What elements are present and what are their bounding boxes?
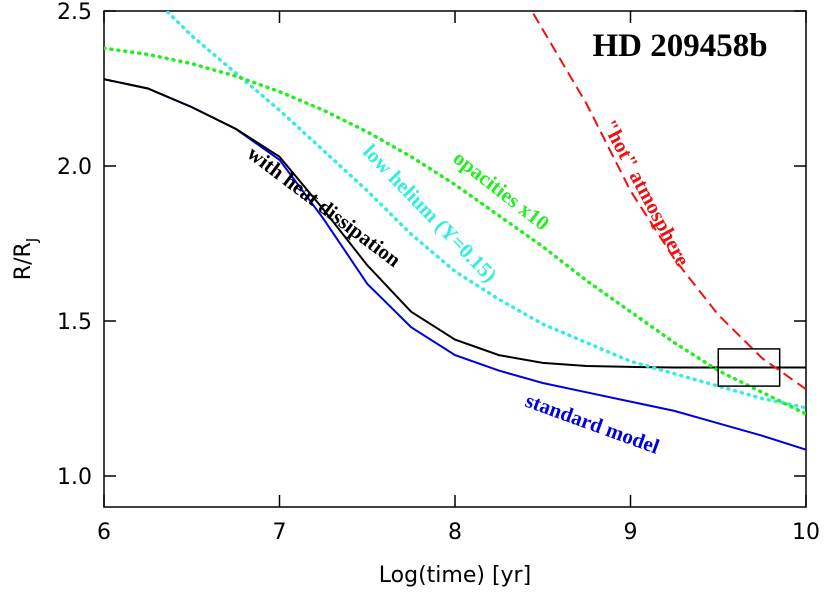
observation-box	[717, 348, 781, 387]
chart-title: HD 209458b	[592, 28, 767, 64]
series-line	[104, 46, 806, 416]
y-label-subscript: J	[23, 238, 41, 243]
series-line	[104, 78, 806, 369]
x-axis-label: Log(time) [yr]	[379, 563, 531, 588]
x-tick-label: 8	[448, 520, 462, 545]
series-line	[530, 11, 806, 391]
series-annotation: "hot" atmosphere	[597, 115, 694, 270]
y-tick-label: 1.0	[57, 465, 92, 490]
series-line	[164, 11, 806, 410]
plot-area	[104, 11, 806, 451]
x-tick-label: 10	[792, 520, 820, 545]
y-tick-label: 2.5	[57, 0, 92, 25]
y-tick-label: 1.5	[57, 310, 92, 335]
series-line	[104, 78, 806, 451]
x-tick-label: 9	[624, 520, 638, 545]
x-tick-label: 6	[97, 520, 111, 545]
plot-frame	[103, 10, 807, 508]
y-axis-label: R/RJ	[11, 238, 41, 280]
series-annotation: standard model	[522, 388, 662, 459]
y-label-main: R/R	[11, 242, 36, 280]
x-tick-label: 7	[273, 520, 287, 545]
y-tick-label: 2.0	[57, 155, 92, 180]
